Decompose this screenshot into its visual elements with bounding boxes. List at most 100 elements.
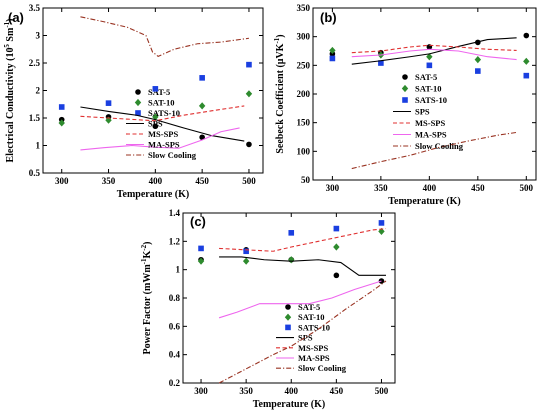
data-point — [426, 62, 433, 69]
series-sps: SPS — [351, 37, 517, 117]
y-axis-title-part: -1 — [140, 258, 148, 264]
legend-label: SATS-10 — [415, 95, 447, 105]
y-axis-title-part: -1 — [273, 37, 281, 43]
y-tick-label: 0.2 — [169, 378, 181, 388]
legend-marker — [402, 97, 408, 103]
legend-marker — [402, 74, 408, 80]
y-tick-label: 0.8 — [169, 293, 181, 303]
y-tick-label: 0.6 — [169, 321, 181, 331]
legend-label: SAT-10 — [298, 312, 324, 322]
y-tick-label: 250 — [297, 60, 311, 70]
data-point — [246, 141, 252, 148]
y-axis-title-part: -2 — [140, 244, 148, 250]
series-line — [218, 280, 382, 319]
legend-label: MS-SPS — [415, 118, 446, 128]
chart-panel-2: 300 350 400 450 50050100150200250300350Tempe… — [273, 3, 537, 207]
data-point — [152, 123, 159, 130]
series-line — [80, 105, 245, 122]
data-point — [245, 90, 253, 98]
chart-panel-3: 300 350 400 450 500 0.2 0.4 0.6 0.8 1 1.2 1.4 Temper… — [140, 208, 396, 410]
series-slow-cooling: Slow Cooling — [80, 16, 250, 160]
legend-label: SPS — [148, 119, 163, 129]
y-tick-label: 1.5 — [29, 113, 41, 123]
data-point — [199, 134, 205, 141]
legend-label: SAT-10 — [415, 84, 441, 94]
y-tick-label: 0.4 — [169, 350, 181, 360]
y-tick-label: 2.5 — [29, 58, 41, 68]
legend-marker — [135, 89, 141, 95]
series-line — [351, 48, 517, 61]
x-axis-title: Temperature (K) — [253, 399, 326, 410]
y-tick-label: 1.2 — [169, 236, 181, 246]
x-tick-label: 450 — [195, 176, 209, 186]
x-tick-label: 500 — [520, 183, 534, 193]
y-tick-label: 50 — [301, 175, 311, 185]
series-ms-sps: MS-SPS — [80, 105, 245, 139]
data-point — [198, 245, 204, 252]
series-line — [218, 280, 387, 384]
legend-label: MS-SPS — [148, 129, 179, 139]
data-point — [105, 100, 112, 106]
legend-label: SAT-5 — [415, 72, 437, 82]
y-axis-title-part: -1 — [3, 21, 11, 27]
x-tick-label: 450 — [330, 386, 344, 396]
y-tick-label: 1.4 — [169, 208, 181, 218]
series-ms-sps: MS-SPS — [351, 44, 517, 128]
plot-frame — [312, 7, 537, 181]
data-point — [523, 72, 530, 79]
y-tick-label: 200 — [297, 89, 311, 99]
series-sats-10: SATS-10 — [58, 61, 252, 118]
series-sat-10: SAT-10 — [197, 227, 385, 322]
legend-label: SAT-5 — [148, 87, 170, 97]
data-point — [197, 257, 205, 265]
series-line — [80, 16, 250, 58]
panel-label: (a) — [8, 10, 24, 25]
series-line — [351, 37, 517, 65]
legend-label: Slow Cooling — [148, 150, 197, 160]
legend-marker — [401, 84, 409, 93]
series-line — [80, 127, 240, 151]
y-axis-title-part: K — [142, 250, 153, 258]
legend-label: SAT-10 — [148, 98, 174, 108]
y-axis-title-part: ) — [142, 242, 153, 245]
x-tick-label: 350 — [374, 183, 388, 193]
y-tick-label: 300 — [297, 32, 311, 42]
x-axis-title: Temperature (K) — [117, 189, 190, 200]
series-line — [351, 44, 517, 54]
data-point — [523, 32, 530, 39]
legend-label: SAT-5 — [298, 302, 320, 312]
data-point — [58, 119, 65, 127]
y-tick-label: 150 — [297, 118, 311, 128]
legend-label: SPS — [415, 107, 430, 117]
series-sats-10: SATS-10 — [198, 220, 385, 332]
y-axis-title-part: Electrical Conductivity (10 — [5, 48, 16, 163]
series-sat-10: SAT-10 — [58, 90, 253, 127]
x-tick-label: 400 — [149, 176, 163, 186]
y-tick-label: 1 — [176, 265, 181, 275]
data-point — [152, 113, 159, 121]
y-axis-title-part: ) — [275, 34, 286, 37]
data-point — [199, 75, 205, 81]
data-point — [198, 102, 206, 110]
data-point — [378, 60, 384, 66]
legend-marker — [135, 110, 141, 116]
series-ms-sps: MS-SPS — [219, 228, 387, 353]
panel-label: (b) — [320, 10, 337, 25]
series-sps: SPS — [219, 256, 386, 343]
data-point — [474, 56, 482, 64]
y-axis-title-part: ) — [5, 18, 16, 21]
series-slow-cooling: Slow Cooling — [351, 131, 517, 170]
data-point — [333, 272, 340, 279]
data-point — [523, 57, 530, 65]
legend-marker — [134, 98, 142, 107]
x-tick-label: 400 — [423, 183, 437, 193]
legend-label: SATS-10 — [298, 322, 330, 332]
data-point — [242, 257, 250, 265]
data-point — [243, 248, 249, 255]
x-tick-label: 400 — [285, 386, 299, 396]
legend-label: Slow Cooling — [298, 363, 347, 373]
x-tick-label: 450 — [471, 183, 485, 193]
legend-marker — [285, 304, 291, 310]
legend-marker — [284, 313, 292, 321]
x-axis-title: Temperature (K) — [388, 196, 461, 207]
